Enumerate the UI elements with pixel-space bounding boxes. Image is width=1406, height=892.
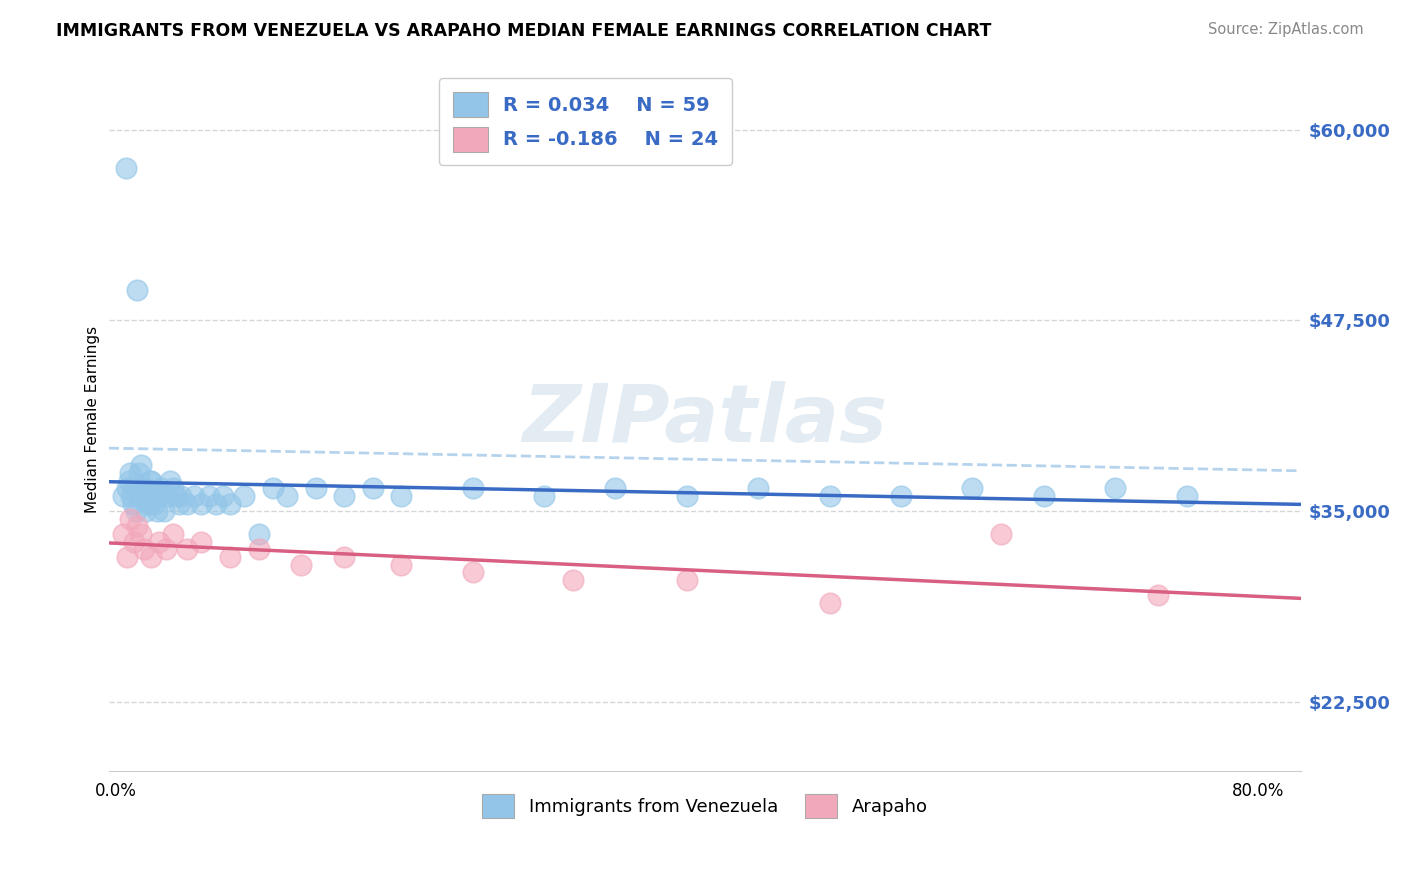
Point (176, 497, 198, 511)
Point (605, 481, 627, 495)
Point (219, 497, 242, 511)
Point (1104, 481, 1126, 495)
Point (333, 549, 356, 564)
Point (561, 573, 583, 587)
Text: IMMIGRANTS FROM VENEZUELA VS ARAPAHO MEDIAN FEMALE EARNINGS CORRELATION CHART: IMMIGRANTS FROM VENEZUELA VS ARAPAHO MED… (56, 22, 991, 40)
Point (150, 481, 173, 495)
Point (212, 489, 235, 503)
Point (890, 489, 912, 503)
Point (190, 534, 212, 549)
Point (138, 497, 160, 511)
Point (247, 527, 270, 541)
Point (136, 489, 159, 503)
Point (111, 489, 134, 503)
Point (747, 481, 769, 495)
Point (818, 596, 841, 610)
Point (1147, 588, 1170, 602)
Point (135, 504, 157, 518)
Point (118, 466, 141, 480)
Point (134, 481, 156, 495)
Point (127, 283, 149, 297)
Point (124, 534, 146, 549)
Point (155, 542, 177, 557)
Point (139, 474, 162, 488)
Point (141, 474, 163, 488)
Point (118, 512, 141, 526)
Point (131, 458, 153, 473)
Point (122, 497, 145, 511)
Point (115, 481, 138, 495)
Point (183, 489, 205, 503)
Point (676, 573, 699, 587)
Point (233, 489, 256, 503)
Point (461, 566, 484, 580)
Point (148, 534, 170, 549)
Point (114, 161, 136, 175)
Y-axis label: Median Female Earnings: Median Female Earnings (86, 326, 100, 513)
Text: Source: ZipAtlas.com: Source: ZipAtlas.com (1208, 22, 1364, 37)
Point (676, 489, 699, 503)
Point (818, 489, 841, 503)
Legend: Immigrants from Venezuela, Arapaho: Immigrants from Venezuela, Arapaho (474, 788, 935, 825)
Point (146, 504, 169, 518)
Point (134, 542, 156, 557)
Point (176, 542, 198, 557)
Point (142, 489, 165, 503)
Point (533, 489, 555, 503)
Point (290, 558, 312, 572)
Point (162, 481, 184, 495)
Point (129, 489, 152, 503)
Point (132, 481, 155, 495)
Point (962, 481, 984, 495)
Point (219, 549, 242, 564)
Point (127, 519, 149, 533)
Point (190, 497, 212, 511)
Point (141, 549, 163, 564)
Point (131, 527, 153, 541)
Point (167, 497, 190, 511)
Point (148, 489, 170, 503)
Text: ZIPatlas: ZIPatlas (522, 381, 887, 458)
Point (361, 481, 384, 495)
Point (162, 527, 184, 541)
Point (115, 549, 138, 564)
Point (262, 481, 284, 495)
Point (204, 497, 226, 511)
Point (117, 474, 139, 488)
Point (461, 481, 484, 495)
Point (125, 504, 148, 518)
Point (128, 466, 150, 480)
Point (247, 542, 270, 557)
Point (197, 489, 219, 503)
Point (165, 489, 187, 503)
Point (389, 489, 412, 503)
Point (305, 481, 328, 495)
Point (990, 527, 1012, 541)
Point (111, 527, 134, 541)
Point (389, 558, 412, 572)
Point (276, 489, 298, 503)
Point (1032, 489, 1054, 503)
Point (1175, 489, 1198, 503)
Point (333, 489, 356, 503)
Point (153, 504, 176, 518)
Point (143, 497, 166, 511)
Point (156, 489, 179, 503)
Point (121, 489, 143, 503)
Point (170, 489, 193, 503)
Point (124, 481, 146, 495)
Point (159, 474, 181, 488)
Point (145, 489, 167, 503)
